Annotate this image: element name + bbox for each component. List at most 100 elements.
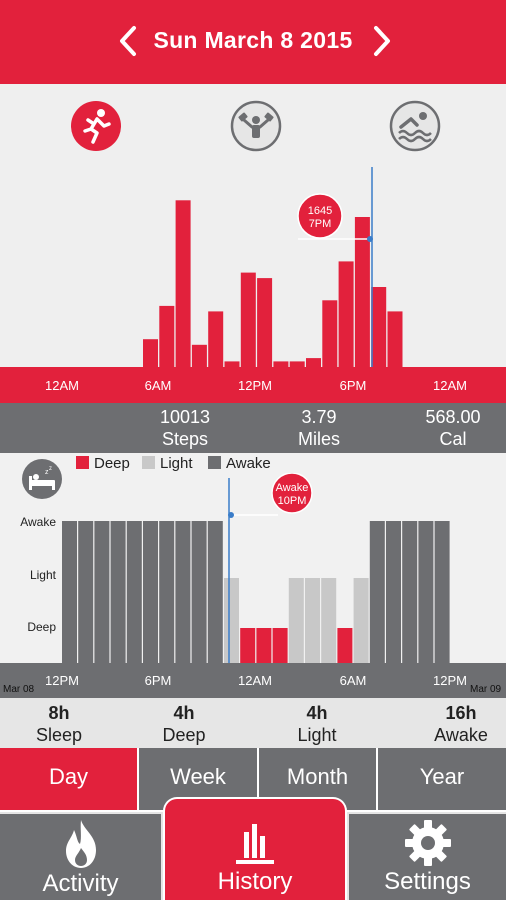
calories-stat: 568.00 Cal (398, 406, 506, 450)
nav-history[interactable]: History (163, 822, 347, 896)
legend-awake-label: Awake (226, 455, 271, 472)
chevron-left-icon (120, 26, 136, 56)
activity-bar (289, 361, 305, 367)
sleep-total-label: Sleep (35, 725, 83, 745)
deep-stat: 4h Deep (134, 702, 234, 746)
miles-label: Miles (297, 429, 340, 449)
nav-settings[interactable]: Settings (349, 818, 506, 896)
prev-day-button[interactable] (108, 18, 148, 64)
deep-label: Deep (162, 725, 206, 745)
legend-awake: Awake (208, 455, 271, 473)
sleep-bar (159, 521, 175, 663)
sleep-bar (143, 521, 158, 663)
calories-value: 568.00 (425, 407, 481, 427)
tab-year[interactable]: Year (378, 748, 506, 810)
sleep-bar (305, 578, 320, 663)
tab-day[interactable]: Day (0, 748, 137, 810)
activity-tooltip-time: 7PM (309, 218, 332, 230)
chevron-right-icon (374, 26, 390, 56)
activity-bar (224, 361, 240, 367)
bed-icon: z z (22, 459, 62, 499)
legend-light: Light (142, 455, 193, 473)
nav-activity-label: Activity (42, 870, 119, 897)
sleep-bar (288, 578, 304, 663)
activity-bar (159, 305, 175, 367)
sleep-bar (418, 521, 434, 663)
header: Sun March 8 2015 (0, 0, 506, 84)
weightlifting-icon (230, 100, 282, 152)
sleep-bar-chart: Awake 10PM (62, 473, 450, 663)
sleep-tooltip: Awake 10PM (271, 473, 313, 514)
sleep-y-label: Deep (27, 620, 56, 634)
sleep-bar (62, 521, 77, 663)
swimming-icon (389, 100, 441, 152)
activity-bar (371, 287, 387, 367)
activity-x-tick: 12AM (45, 378, 79, 393)
sleep-bar (110, 521, 126, 663)
activity-bar (306, 358, 321, 367)
legend-deep-label: Deep (94, 455, 130, 472)
sleep-y-label: Awake (20, 515, 56, 529)
sleep-total-value: 8h (48, 703, 70, 723)
sleep-y-label: Light (29, 568, 56, 582)
deep-value: 4h (173, 703, 195, 723)
activity-bar (208, 311, 224, 367)
swimming-mode-button[interactable] (389, 100, 441, 152)
sleep-bar (224, 578, 239, 663)
activity-bar (273, 361, 289, 367)
svg-text:z: z (49, 466, 52, 472)
activity-bar-chart: 1645 7PM (143, 167, 403, 367)
date-title: Sun March 8 2015 (153, 27, 353, 53)
activity-tooltip-value: 1645 (308, 205, 332, 217)
sleep-bar (94, 521, 110, 663)
sleep-x-axis: 12PM 6PM 12AM 6AM 12PM (0, 663, 506, 698)
sleep-bar (386, 521, 401, 663)
sleep-bar (434, 521, 450, 663)
steps-value: 10013 (159, 407, 211, 427)
sleep-bar (272, 628, 288, 663)
activity-x-tick: 6PM (339, 378, 367, 393)
sleep-mode-button[interactable]: z z (21, 458, 63, 500)
awake-stat: 16h Awake (411, 702, 506, 746)
weights-mode-button[interactable] (230, 100, 282, 152)
bar-chart-icon (236, 824, 274, 864)
awake-label: Awake (434, 725, 488, 745)
activity-bar (257, 278, 273, 367)
activity-bar (387, 311, 403, 367)
sleep-summary: 8h Sleep 4h Deep 4h Light 16h Awake (0, 698, 506, 748)
legend-light-label: Light (160, 455, 193, 472)
activity-x-axis: 12AM 6AM 12PM 6PM 12AM (0, 367, 506, 403)
running-mode-button[interactable] (70, 100, 122, 152)
steps-label: Steps (161, 429, 209, 449)
nav-settings-label: Settings (384, 868, 471, 895)
next-day-button[interactable] (362, 18, 402, 64)
sleep-bar (321, 578, 337, 663)
sleep-bar (402, 521, 418, 663)
date-label-start: Mar 08 (3, 684, 35, 695)
sleep-bar (353, 578, 369, 663)
sleep-bar (207, 521, 223, 663)
activity-bar (240, 272, 256, 367)
sleep-x-tick: 12PM (45, 673, 79, 688)
sleep-x-tick: 12AM (238, 673, 272, 688)
sleep-bar (240, 628, 256, 663)
activity-bar (338, 261, 354, 367)
awake-value: 16h (445, 703, 477, 723)
light-stat: 4h Light (267, 702, 367, 746)
light-label: Light (297, 725, 337, 745)
sleep-bar (337, 628, 353, 663)
sleep-total-stat: 8h Sleep (9, 702, 109, 746)
sleep-bar (256, 628, 272, 663)
sleep-tooltip-time: 10PM (278, 495, 307, 507)
nav-activity[interactable]: Activity (0, 818, 161, 898)
steps-stat: 10013 Steps (130, 406, 240, 450)
sleep-cursor-dot (228, 512, 234, 518)
activity-x-tick: 12PM (238, 378, 272, 393)
activity-bar (322, 300, 338, 367)
activity-bar (143, 339, 158, 367)
activity-cursor-dot (367, 236, 373, 242)
sleep-bar (369, 521, 385, 663)
nav-history-label: History (217, 868, 293, 895)
activity-x-tick: 6AM (144, 378, 172, 393)
svg-text:z: z (45, 469, 49, 476)
